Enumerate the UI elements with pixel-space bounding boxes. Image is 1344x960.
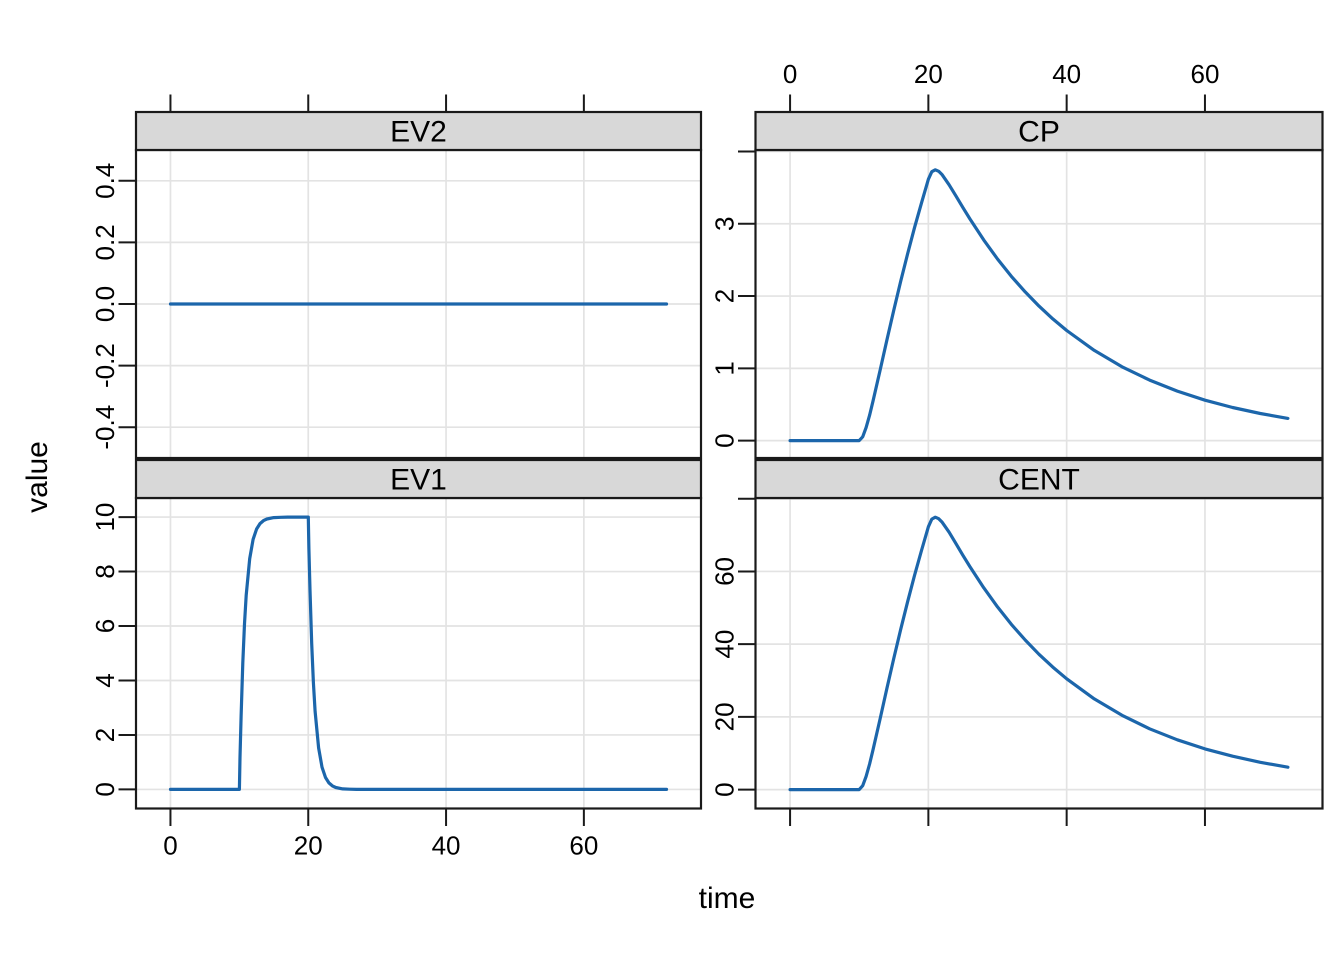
strip-label-ev1: EV1	[390, 464, 447, 497]
series-line-cp	[788, 168, 1290, 443]
y-axis-tick-label: 8	[90, 564, 120, 578]
strip-label-ev2: EV2	[390, 116, 447, 149]
y-axis-tick-label: 3	[710, 217, 740, 231]
y-axis-tick-label: 6	[90, 619, 120, 633]
x-axis-tick-label: 60	[569, 831, 598, 861]
y-axis-title: value	[21, 441, 54, 513]
x-axis-tick-label: 0	[783, 59, 797, 89]
x-axis-tick-label: 0	[163, 831, 177, 861]
series-line-cent	[788, 515, 1290, 792]
x-axis-tick-label: 40	[432, 831, 461, 861]
y-axis-tick-label: 20	[710, 702, 740, 731]
strip-label-cent: CENT	[998, 464, 1080, 497]
y-axis-tick-label: 40	[710, 630, 740, 659]
x-axis-tick-label: 60	[1190, 59, 1219, 89]
strip-header-ev1	[134, 458, 703, 500]
y-axis-tick-label: 0	[90, 782, 120, 796]
y-axis-tick-label: -0.2	[90, 343, 120, 388]
y-axis-tick-label: 0	[710, 782, 740, 796]
series-line-ev1	[168, 515, 669, 792]
strip-header-cp	[754, 110, 1324, 152]
x-axis-tick-label: 40	[1052, 59, 1081, 89]
y-axis-tick-label: 4	[90, 673, 120, 687]
y-axis-tick-label: 10	[90, 503, 120, 532]
x-axis-tick-label: 20	[294, 831, 323, 861]
strip-label-cp: CP	[1018, 116, 1060, 149]
strip-header-cent	[754, 458, 1324, 500]
y-axis-tick-label: 60	[710, 557, 740, 586]
y-axis-tick-label: 1	[710, 361, 740, 375]
y-axis-tick-label: 0.2	[90, 224, 120, 260]
y-axis-tick-label: 2	[90, 728, 120, 742]
x-axis-title: time	[698, 882, 756, 915]
strip-header-ev2	[134, 110, 703, 152]
y-axis-tick-label: 0.0	[90, 286, 120, 322]
y-axis-tick-label: -0.4	[90, 405, 120, 450]
y-axis-tick-label: 0.4	[90, 163, 120, 199]
y-axis-tick-label: 0	[710, 433, 740, 447]
panel-border-ev1	[134, 496, 703, 810]
x-axis-tick-label: 20	[914, 59, 943, 89]
y-axis-tick-label: 2	[710, 289, 740, 303]
